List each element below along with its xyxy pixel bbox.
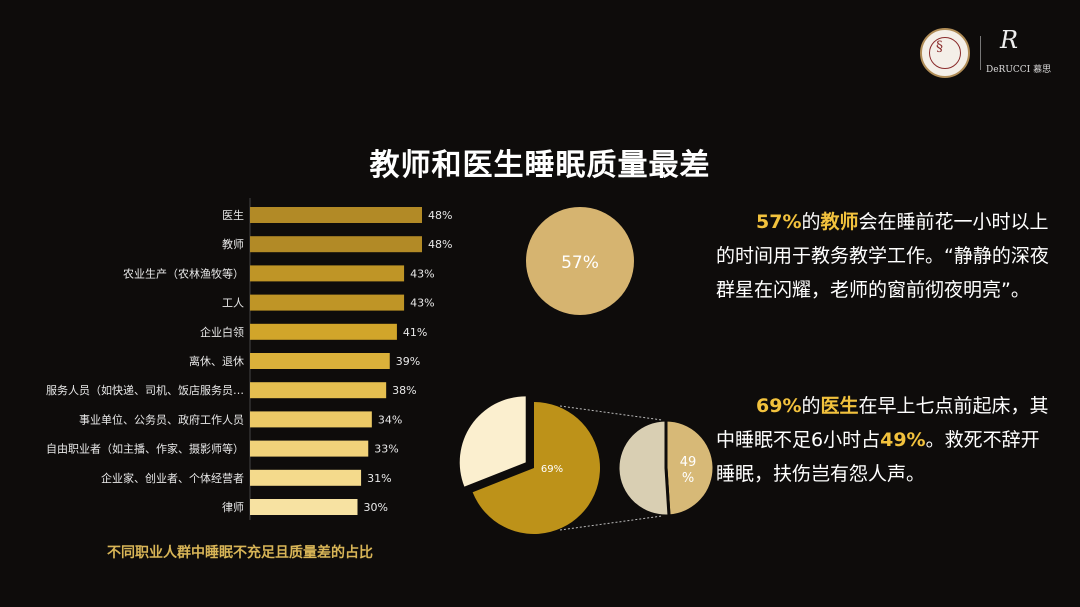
bar bbox=[250, 411, 372, 428]
breakdown-value-label: 49% bbox=[680, 455, 697, 486]
bar-category-label: 自由职业者（如主播、作家、摄影师等） bbox=[46, 442, 244, 456]
bar bbox=[250, 236, 422, 253]
doctor-pie-chart: 69% 49% bbox=[459, 396, 716, 534]
logo-divider bbox=[980, 36, 981, 70]
breakdown-slice bbox=[664, 418, 716, 518]
bar bbox=[250, 382, 387, 399]
bar-category-label: 工人 bbox=[222, 297, 244, 310]
bar-category-label: 离休、退休 bbox=[189, 354, 244, 368]
bar-category-label: 律师 bbox=[222, 501, 244, 514]
bar bbox=[250, 323, 397, 340]
bar bbox=[250, 294, 405, 311]
occupation-bar-chart: 医生 48% 教师 48% 农业生产（农林渔牧等） 43% 工人 43% 企业白领 41% 离休、退… bbox=[46, 198, 452, 520]
pie-value-label: 69% bbox=[541, 464, 563, 475]
bar-value-label: 31% bbox=[367, 472, 391, 485]
doctor-sleep-stat: 49% bbox=[880, 429, 926, 451]
seal-logo-icon: § bbox=[920, 28, 970, 78]
bar-category-label: 企业白领 bbox=[200, 325, 244, 339]
bar bbox=[250, 499, 358, 515]
pie-slice bbox=[472, 402, 600, 534]
teacher-stat: 57% bbox=[756, 211, 802, 233]
pie-value-label: 57% bbox=[561, 253, 599, 273]
bar-category-label: 农业生产（农林渔牧等） bbox=[123, 266, 244, 280]
bar-category-label: 企业家、创业者、个体经营者 bbox=[101, 471, 244, 485]
bar-value-label: 43% bbox=[410, 297, 434, 310]
bar bbox=[250, 207, 422, 223]
bar-category-label: 事业单位、公务员、政府工作人员 bbox=[79, 412, 244, 426]
bar bbox=[250, 469, 362, 486]
bar-category-label: 医生 bbox=[222, 208, 244, 222]
pie-slice bbox=[459, 396, 526, 487]
connector-line bbox=[559, 515, 663, 531]
bar-chart-title: 不同职业人群中睡眠不充足且质量差的占比 bbox=[107, 545, 373, 561]
bar-category-label: 教师 bbox=[222, 238, 244, 251]
teacher-paragraph: 57%的教师会在睡前花一小时以上的时间用于教务教学工作。“静静的深夜群星在闪耀，… bbox=[716, 211, 1049, 301]
bar bbox=[250, 265, 405, 282]
bar-value-label: 34% bbox=[378, 413, 402, 426]
bar-value-label: 30% bbox=[364, 501, 388, 514]
teacher-label: 教师 bbox=[820, 211, 859, 233]
page-title: 教师和医生睡眠质量最差 bbox=[369, 148, 711, 183]
bar-value-label: 48% bbox=[428, 209, 452, 222]
breakdown-slice bbox=[616, 418, 671, 518]
bar-value-label: 38% bbox=[392, 384, 416, 397]
bar-category-label: 服务人员（如快递、司机、饭店服务员… bbox=[46, 383, 244, 397]
bar bbox=[250, 353, 390, 369]
doctor-label: 医生 bbox=[820, 395, 859, 417]
bar bbox=[250, 440, 369, 457]
connector-line bbox=[559, 405, 663, 421]
bar-value-label: 48% bbox=[428, 238, 452, 251]
bar-value-label: 43% bbox=[410, 267, 434, 280]
doctor-stat: 69% bbox=[756, 395, 802, 417]
doctor-paragraph: 69%的医生在早上七点前起床，其中睡眠不足6小时占49%。救死不辞开睡眠，扶伤岂… bbox=[716, 395, 1049, 485]
pie-slice bbox=[526, 207, 634, 315]
bar-value-label: 41% bbox=[403, 326, 427, 339]
bar-value-label: 39% bbox=[396, 355, 420, 368]
brand-name: DeRUCCI 慕思 bbox=[986, 65, 1052, 75]
brand-mark: R bbox=[1000, 26, 1019, 54]
brand-logo: § R DeRUCCI 慕思 bbox=[920, 22, 1052, 86]
teacher-pie-chart: 57% bbox=[526, 207, 634, 315]
bar-value-label: 33% bbox=[374, 443, 398, 456]
